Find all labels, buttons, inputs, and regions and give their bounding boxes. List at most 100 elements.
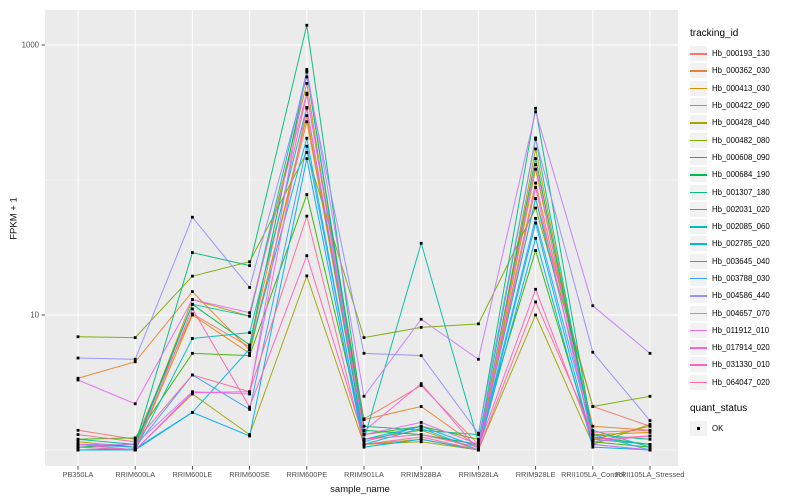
legend-label: Hb_000362_030 bbox=[712, 66, 770, 76]
data-point bbox=[248, 390, 251, 394]
legend-swatch bbox=[690, 63, 707, 79]
legend-swatch bbox=[690, 201, 707, 217]
x-tick-label: PB350LA bbox=[63, 470, 94, 479]
legend-line-icon bbox=[690, 329, 707, 332]
legend-line-icon bbox=[690, 122, 707, 124]
data-point bbox=[362, 433, 366, 437]
data-point bbox=[248, 434, 251, 438]
legend-item-Hb_000422_090: Hb_000422_090 bbox=[690, 97, 798, 114]
legend-line-icon bbox=[690, 139, 707, 142]
data-point bbox=[591, 424, 595, 428]
data-point bbox=[534, 313, 537, 317]
data-point bbox=[648, 424, 652, 428]
legend-item-quant-ok: OK bbox=[690, 420, 798, 437]
data-point bbox=[191, 274, 194, 278]
data-point bbox=[362, 418, 366, 421]
x-tick-label: RRIM600SE bbox=[229, 470, 270, 479]
legend-item-Hb_011912_010: Hb_011912_010 bbox=[690, 322, 798, 339]
data-point bbox=[477, 357, 480, 361]
data-point bbox=[76, 433, 80, 437]
legend-line-icon bbox=[690, 156, 707, 159]
legend-swatch bbox=[690, 253, 707, 269]
legend-line-icon bbox=[690, 312, 707, 314]
y-axis-title: FPKM + 1 bbox=[8, 197, 20, 240]
legend-swatch bbox=[690, 271, 707, 286]
legend-line-icon bbox=[690, 347, 707, 349]
legend-swatch bbox=[690, 288, 707, 304]
data-point bbox=[419, 424, 423, 428]
data-point bbox=[534, 287, 537, 291]
data-point bbox=[419, 421, 423, 424]
data-point bbox=[477, 431, 480, 435]
legend-line-icon bbox=[690, 191, 707, 193]
data-point bbox=[305, 214, 309, 218]
legend-label: Hb_000608_090 bbox=[712, 152, 770, 162]
legend-label: Hb_004657_070 bbox=[712, 308, 770, 318]
data-point bbox=[191, 298, 194, 302]
legend-items: Hb_000193_130 Hb_000362_030 Hb_000413_030 H… bbox=[690, 45, 798, 391]
data-point bbox=[76, 376, 80, 380]
data-point bbox=[534, 300, 537, 304]
legend-swatch bbox=[690, 167, 707, 183]
data-point bbox=[191, 351, 194, 355]
data-point bbox=[648, 394, 652, 398]
data-point bbox=[305, 69, 309, 73]
quant-ok-label: OK bbox=[712, 424, 724, 434]
legend-item-Hb_000428_040: Hb_000428_040 bbox=[690, 114, 798, 131]
data-point bbox=[362, 429, 366, 433]
data-point bbox=[76, 440, 80, 444]
data-point bbox=[305, 144, 309, 148]
legend-item-Hb_000482_080: Hb_000482_080 bbox=[690, 131, 798, 148]
legend-label: Hb_000422_090 bbox=[712, 101, 770, 111]
data-point bbox=[534, 216, 537, 220]
x-axis-title: sample_name bbox=[330, 484, 390, 495]
data-point bbox=[419, 317, 423, 321]
point-square-icon bbox=[697, 427, 701, 431]
legend-item-Hb_000608_090: Hb_000608_090 bbox=[690, 149, 798, 166]
data-point bbox=[419, 382, 423, 386]
x-tick-label: RRII105LA_Control bbox=[561, 470, 625, 479]
data-point bbox=[477, 437, 480, 441]
data-point bbox=[248, 260, 251, 264]
legend-swatch bbox=[690, 184, 707, 200]
legend-item-Hb_002085_060: Hb_002085_060 bbox=[690, 218, 798, 235]
data-point bbox=[248, 311, 251, 315]
quant-ok-swatch bbox=[690, 421, 707, 437]
legend-swatch bbox=[690, 357, 707, 373]
data-point bbox=[648, 419, 652, 423]
legend-label: Hb_031330_010 bbox=[712, 360, 770, 370]
legend-label: Hb_002085_060 bbox=[712, 222, 770, 232]
data-point bbox=[133, 360, 137, 364]
data-point bbox=[133, 336, 137, 340]
legend-line-icon bbox=[690, 364, 707, 366]
data-point bbox=[305, 274, 309, 278]
data-point bbox=[419, 325, 423, 329]
data-point bbox=[591, 428, 595, 432]
data-point bbox=[419, 426, 423, 430]
legend-line-icon bbox=[690, 381, 707, 384]
data-point bbox=[76, 437, 80, 441]
legend-label: Hb_000482_080 bbox=[712, 135, 770, 145]
data-point bbox=[305, 120, 309, 124]
data-point bbox=[76, 445, 80, 449]
legend-line-icon bbox=[690, 226, 707, 228]
x-tick-label: RRIM600LE bbox=[173, 470, 213, 479]
legend-swatch bbox=[690, 340, 707, 356]
legend-line-icon bbox=[690, 70, 707, 72]
legend-swatch bbox=[690, 219, 707, 235]
data-point bbox=[305, 151, 309, 154]
legend-swatch bbox=[690, 322, 707, 338]
data-point bbox=[591, 350, 595, 354]
data-point bbox=[419, 435, 423, 439]
legend-item-Hb_000193_130: Hb_000193_130 bbox=[690, 45, 798, 62]
data-point bbox=[248, 351, 251, 355]
data-point bbox=[191, 215, 194, 219]
legend-line-icon bbox=[690, 295, 707, 297]
data-point bbox=[305, 157, 309, 161]
data-point bbox=[248, 314, 251, 318]
legend-line-icon bbox=[690, 174, 707, 176]
data-point bbox=[362, 351, 366, 355]
legend-swatch bbox=[690, 98, 707, 114]
x-tick-label: RRIM928BA bbox=[401, 470, 442, 479]
